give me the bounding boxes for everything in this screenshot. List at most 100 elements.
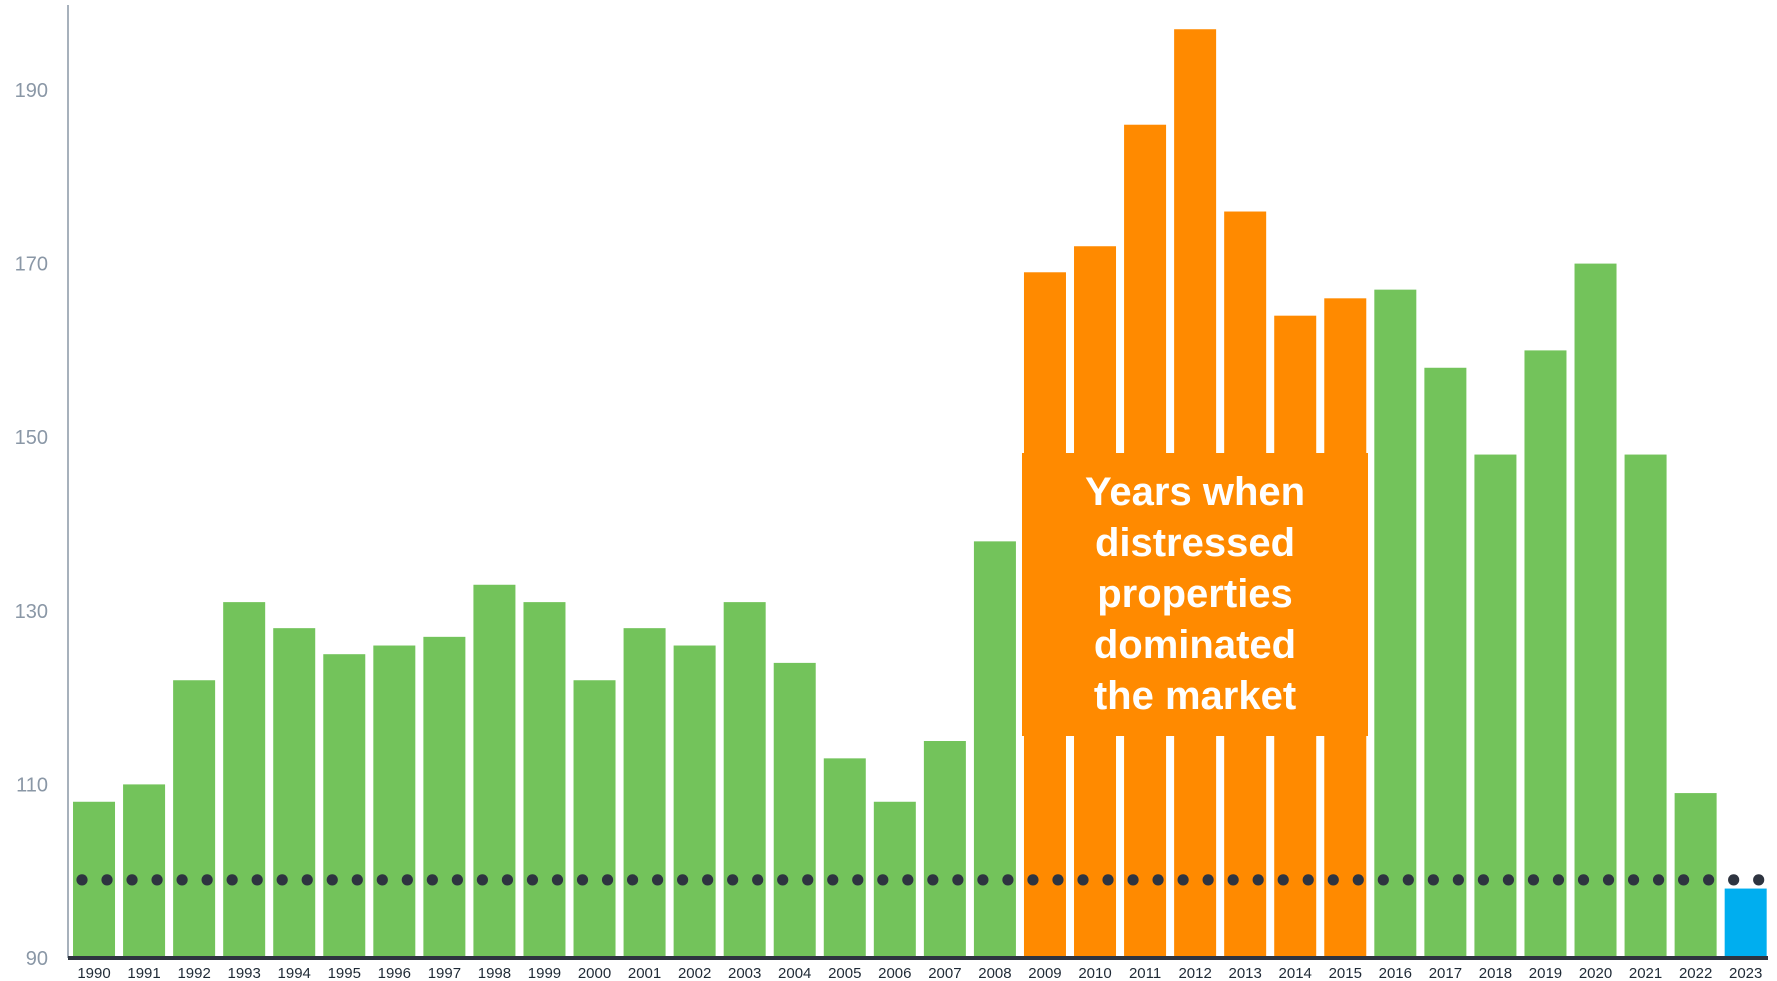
reference-dot bbox=[1728, 874, 1740, 886]
reference-dot bbox=[677, 874, 689, 886]
reference-dot bbox=[426, 874, 438, 886]
reference-dot bbox=[76, 874, 88, 886]
reference-dot bbox=[1627, 874, 1640, 886]
bar bbox=[973, 541, 1016, 958]
x-tick-label: 2020 bbox=[1579, 965, 1612, 981]
bar bbox=[523, 602, 566, 958]
reference-dot bbox=[501, 874, 514, 886]
bar bbox=[223, 602, 266, 958]
reference-dot bbox=[1277, 874, 1289, 886]
x-tick-label: 1998 bbox=[478, 965, 511, 981]
reference-dot bbox=[1527, 874, 1540, 886]
reference-dot bbox=[1602, 874, 1615, 886]
reference-dot bbox=[601, 874, 614, 886]
x-tick-label: 2011 bbox=[1129, 965, 1161, 981]
x-tick-label: 1991 bbox=[127, 965, 160, 981]
bar bbox=[473, 584, 516, 958]
annotation-line: distressed bbox=[1094, 521, 1296, 565]
x-tick-label: 2005 bbox=[828, 965, 861, 981]
x-tick-label: 1992 bbox=[177, 965, 210, 981]
annotation-line: dominated bbox=[1093, 623, 1297, 667]
bar bbox=[1574, 263, 1617, 959]
reference-dot bbox=[651, 874, 664, 886]
x-tick-label: 1993 bbox=[227, 965, 260, 981]
bars bbox=[73, 29, 1767, 959]
bar bbox=[373, 645, 416, 958]
reference-dot bbox=[576, 874, 589, 886]
x-tick-label: 2023 bbox=[1729, 965, 1762, 981]
x-tick-label: 1997 bbox=[428, 965, 461, 981]
reference-dot bbox=[551, 874, 564, 886]
x-tick-label: 2018 bbox=[1479, 965, 1512, 981]
x-tick-label: 2014 bbox=[1279, 965, 1312, 981]
y-axis: 90 110 130 150 170 190 bbox=[15, 5, 69, 970]
x-tick-label: 2003 bbox=[728, 965, 761, 981]
reference-dot bbox=[176, 874, 188, 886]
x-tick-label: 2013 bbox=[1228, 965, 1261, 981]
reference-dot bbox=[326, 874, 338, 886]
y-tick-label: 190 bbox=[15, 80, 48, 102]
x-tick-label: 1994 bbox=[278, 965, 311, 981]
bar bbox=[173, 680, 216, 958]
annotation-line: properties bbox=[1097, 572, 1293, 616]
reference-dot bbox=[1402, 874, 1414, 886]
bar bbox=[773, 662, 816, 958]
bar bbox=[1624, 454, 1667, 958]
reference-dot bbox=[526, 874, 539, 886]
bar bbox=[623, 628, 666, 958]
reference-dot bbox=[1327, 874, 1339, 886]
reference-dot bbox=[1703, 874, 1715, 886]
y-tick-label: 130 bbox=[15, 601, 48, 623]
bar bbox=[723, 602, 766, 958]
x-axis: 1990 1991 1992 1993 1994 1995 1996 1997 1998 1999… bbox=[68, 956, 1768, 981]
bar bbox=[1474, 454, 1517, 958]
reference-dot bbox=[1027, 874, 1039, 886]
x-tick-label: 2016 bbox=[1379, 965, 1412, 981]
reference-dot bbox=[1102, 874, 1114, 886]
bar bbox=[673, 645, 716, 958]
x-tick-label: 2017 bbox=[1429, 965, 1462, 981]
bar bbox=[323, 654, 366, 958]
reference-dot bbox=[1202, 874, 1214, 886]
reference-dot bbox=[1678, 874, 1690, 886]
x-tick-label: 2002 bbox=[678, 965, 711, 981]
reference-dot bbox=[752, 874, 764, 886]
bar bbox=[123, 784, 166, 958]
reference-dot bbox=[727, 874, 739, 886]
annotation-text: Years when distressed properties dominat… bbox=[1085, 467, 1305, 722]
bar bbox=[1374, 289, 1417, 958]
annotation-line: the market bbox=[1093, 674, 1297, 718]
x-tick-label: 2015 bbox=[1329, 965, 1362, 981]
reference-dot bbox=[1052, 874, 1064, 886]
x-tick-label: 2006 bbox=[878, 965, 911, 981]
bar bbox=[573, 680, 616, 958]
x-tick-label: 1995 bbox=[328, 965, 361, 981]
reference-dot bbox=[226, 874, 238, 886]
reference-dot bbox=[1302, 874, 1314, 886]
reference-dot bbox=[1077, 874, 1089, 886]
reference-dot bbox=[852, 874, 864, 886]
x-tick-label: 2010 bbox=[1078, 965, 1111, 981]
reference-dot bbox=[1127, 874, 1139, 886]
reference-dot bbox=[201, 874, 213, 886]
x-tick-label: 2021 bbox=[1629, 965, 1662, 981]
reference-dot bbox=[1252, 874, 1264, 886]
reference-dot bbox=[451, 874, 463, 886]
reference-dot bbox=[251, 874, 263, 886]
bar bbox=[423, 636, 466, 958]
reference-dot bbox=[1352, 874, 1364, 886]
reference-dot bbox=[902, 874, 914, 886]
x-tick-label: 2009 bbox=[1028, 965, 1061, 981]
reference-dot bbox=[1427, 874, 1439, 886]
annotation-line: Years when bbox=[1084, 470, 1306, 514]
reference-dot bbox=[1502, 874, 1515, 886]
reference-dot bbox=[301, 874, 313, 886]
x-tick-label: 2007 bbox=[928, 965, 961, 981]
reference-dot bbox=[1002, 874, 1014, 886]
reference-dot bbox=[1227, 874, 1239, 886]
reference-dot bbox=[126, 874, 138, 886]
y-tick-label: 170 bbox=[15, 254, 48, 276]
reference-dot bbox=[1452, 874, 1464, 886]
reference-dot bbox=[1753, 874, 1765, 886]
